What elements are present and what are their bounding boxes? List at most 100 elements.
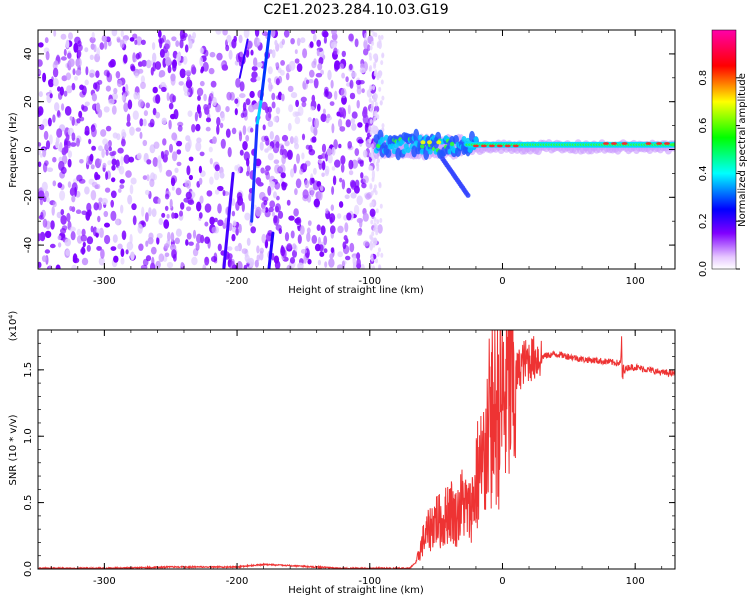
spectrogram-cell: [350, 180, 357, 190]
spectrogram-cell: [284, 140, 290, 147]
spectrogram-ytick-label: -20: [23, 189, 34, 205]
spectrogram-cell: [44, 190, 49, 199]
spectrogram-cell: [262, 196, 269, 202]
spectrogram-cell: [371, 177, 375, 182]
spectrogram-signal: [603, 142, 609, 145]
spectrogram-cell: [157, 155, 162, 164]
spectrogram-cell: [38, 59, 43, 67]
spectrogram-cell: [52, 114, 56, 123]
spectrogram-cell: [171, 186, 175, 191]
spectrogram-cell: [199, 151, 205, 157]
spectrogram-cell: [274, 39, 278, 46]
spectrogram-cell: [380, 60, 384, 66]
spectrogram-cell: [378, 183, 382, 189]
spectrogram-cell: [135, 53, 140, 60]
spectrogram-cell: [80, 234, 88, 242]
spectrogram-cell: [49, 93, 53, 99]
spectrogram-cell: [95, 183, 101, 190]
spectrogram-xtick-label: -200: [226, 276, 249, 287]
snr-ytick-label: 1.0: [23, 428, 34, 444]
spectrogram-cell: [199, 195, 204, 204]
spectrogram-cell: [329, 213, 336, 223]
spectrogram-cell: [73, 186, 77, 197]
spectrogram-cell: [275, 141, 280, 149]
spectrogram-cell: [130, 65, 136, 72]
spectrogram-cell: [309, 69, 315, 78]
spectrogram-cell: [290, 92, 298, 99]
spectrogram-cell: [158, 217, 164, 226]
spectrogram-cell: [76, 228, 82, 236]
spectrogram-cell: [321, 30, 328, 38]
spectrogram-cell: [60, 33, 67, 40]
spectrogram-cell: [284, 232, 290, 242]
spectrogram-cell: [130, 177, 137, 185]
spectrogram-signal: [420, 140, 426, 145]
spectrogram-cell: [348, 170, 354, 176]
spectrogram-cell: [334, 90, 338, 101]
spectrogram-cell: [95, 174, 101, 180]
spectrogram-cell: [271, 101, 276, 109]
spectrogram-signal: [656, 142, 663, 145]
spectrogram-cell: [103, 40, 108, 50]
spectrogram-cell: [365, 122, 369, 128]
spectrogram-cell: [216, 52, 223, 61]
spectrogram-cell: [217, 203, 222, 214]
spectrogram-cell: [280, 69, 285, 76]
spectrogram-cell: [318, 244, 324, 252]
spectrogram-cell: [168, 102, 174, 110]
spectrogram-cell: [42, 72, 47, 83]
spectrogram-cell: [164, 193, 170, 200]
spectrogram-cell: [170, 175, 178, 184]
spectrogram-streak: [250, 124, 259, 223]
spectrogram-signal: [405, 147, 411, 153]
spectrogram-cell: [44, 249, 51, 254]
spectrogram-cell: [374, 69, 378, 75]
spectrogram-cell: [204, 256, 210, 266]
spectrogram-cell: [97, 79, 103, 85]
spectrogram-cell: [188, 241, 194, 246]
spectrogram-cell: [246, 237, 251, 246]
spectrogram-cell: [119, 179, 125, 184]
spectrogram-cell: [165, 56, 172, 67]
spectrogram-cell: [259, 141, 264, 151]
spectrogram-cell: [292, 111, 299, 118]
spectrogram-cell: [65, 72, 72, 81]
spectrogram-signal: [427, 140, 432, 145]
spectrogram-cell: [226, 91, 232, 101]
snr-ticks: -300 -200 -100 0 100 0.0 0.5 1.0 1.5: [23, 330, 675, 587]
spectrogram-cell: [310, 30, 316, 34]
spectrogram-cell: [104, 187, 111, 193]
spectrogram-cell: [349, 242, 355, 253]
spectrogram-cell: [319, 251, 325, 257]
spectrogram-cell: [151, 208, 157, 218]
spectrogram-cell: [95, 228, 101, 234]
spectrogram-cell: [370, 127, 374, 133]
spectrogram-cell: [325, 208, 329, 214]
spectrogram-cell: [38, 69, 42, 75]
spectrogram-cell: [82, 241, 86, 248]
spectrogram-cell: [368, 86, 372, 92]
spectrogram-signal: [413, 128, 420, 143]
spectrogram-cell: [339, 63, 344, 70]
snr-xtick-label: -300: [93, 576, 116, 587]
spectrogram-cell: [101, 148, 105, 158]
spectrogram-cell: [179, 68, 186, 79]
spectrogram-cell: [281, 134, 289, 142]
spectrogram-cell: [197, 95, 201, 101]
spectrogram-cell: [214, 171, 220, 181]
spectrogram-cell: [277, 91, 283, 101]
spectrogram-cell: [155, 260, 161, 269]
spectrogram-cell: [185, 79, 193, 89]
spectrogram-cell: [104, 222, 110, 228]
spectrogram-cell: [84, 186, 90, 195]
spectrogram-cell: [185, 191, 192, 200]
spectrogram-signal: [401, 148, 407, 155]
spectrogram-cell: [340, 163, 345, 173]
spectrogram-cell: [141, 206, 145, 217]
spectrogram-cell: [42, 147, 47, 158]
spectrogram-cell: [237, 195, 244, 206]
spectrogram-cell: [93, 82, 98, 90]
spectrogram-cell: [175, 187, 182, 196]
spectrogram-cell: [103, 210, 109, 218]
